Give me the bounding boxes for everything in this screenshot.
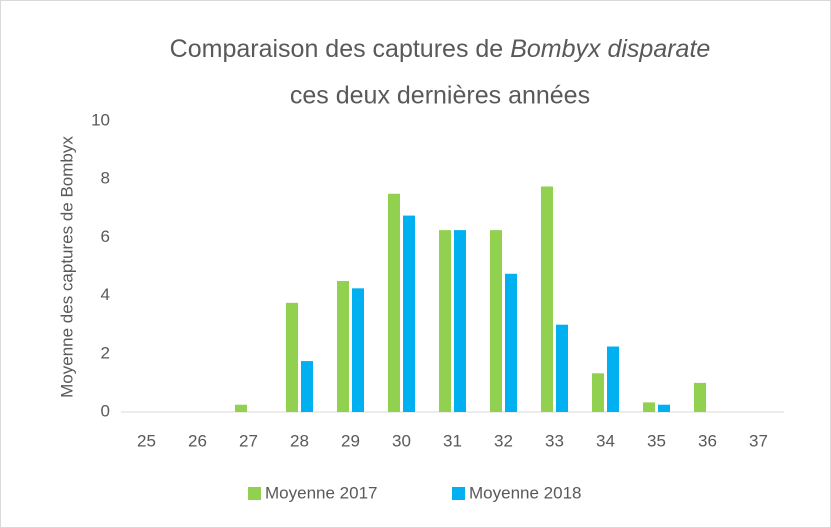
chart-title: Comparaison des captures de Bombyx dispar… <box>170 35 711 63</box>
bar <box>505 273 517 412</box>
title-part: Comparaison des captures de <box>170 35 504 63</box>
x-tick-label: 36 <box>698 431 717 450</box>
legend-label: Moyenne 2017 <box>265 483 377 502</box>
y-tick-label: 6 <box>101 227 110 246</box>
title-italic: Bombyx disparate <box>510 35 710 63</box>
y-tick-label: 8 <box>101 169 110 188</box>
bar <box>286 302 298 412</box>
bar <box>454 230 466 412</box>
x-tick-label: 34 <box>596 431 615 450</box>
x-tick-label: 26 <box>188 431 207 450</box>
y-axis-label: Moyenne des captures de Bombyx <box>57 136 76 398</box>
bar <box>235 404 247 412</box>
x-tick-label: 25 <box>137 431 156 450</box>
bar <box>403 215 415 412</box>
x-tick-label: 27 <box>239 431 258 450</box>
x-tick-label: 35 <box>647 431 666 450</box>
legend-swatch <box>248 487 261 500</box>
bar <box>643 402 655 412</box>
bar <box>592 373 604 412</box>
legend-swatch <box>452 487 465 500</box>
x-tick-label: 37 <box>749 431 768 450</box>
x-tick-label: 30 <box>392 431 411 450</box>
y-tick-label: 4 <box>101 285 110 304</box>
bar <box>607 346 619 412</box>
bar <box>490 230 502 412</box>
y-tick-label: 10 <box>91 110 110 129</box>
x-tick-label: 33 <box>545 431 564 450</box>
x-tick-label: 28 <box>290 431 309 450</box>
bar <box>658 404 670 412</box>
chart-subtitle: ces deux dernières années <box>290 82 590 110</box>
bar <box>301 361 313 412</box>
x-tick-label: 32 <box>494 431 513 450</box>
bar <box>694 382 706 412</box>
bar <box>337 281 349 412</box>
bar <box>352 288 364 412</box>
bar <box>388 193 400 412</box>
legend-label: Moyenne 2018 <box>469 483 581 502</box>
bar <box>439 230 451 412</box>
x-tick-label: 31 <box>443 431 462 450</box>
y-tick-label: 0 <box>101 401 110 420</box>
bar <box>541 186 553 412</box>
x-tick-label: 29 <box>341 431 360 450</box>
bar <box>556 324 568 412</box>
y-tick-label: 2 <box>101 343 110 362</box>
